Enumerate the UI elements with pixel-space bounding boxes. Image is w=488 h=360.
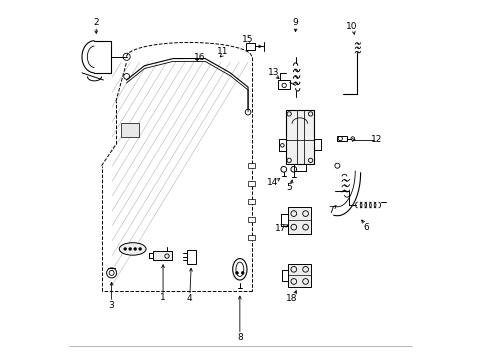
Text: 6: 6 (362, 222, 368, 231)
Text: 10: 10 (345, 22, 357, 31)
Text: 7: 7 (328, 206, 333, 215)
Bar (247, 181, 255, 186)
Bar (287, 207, 311, 234)
Bar (187, 249, 196, 264)
Bar (246, 43, 255, 50)
Bar (278, 80, 289, 89)
Circle shape (139, 248, 142, 250)
Text: 9: 9 (292, 18, 298, 27)
Circle shape (244, 109, 250, 115)
Bar (337, 136, 346, 141)
Bar (285, 111, 313, 164)
Bar (247, 217, 255, 222)
Bar (287, 264, 311, 287)
Text: 13: 13 (267, 68, 279, 77)
Text: 2: 2 (93, 18, 99, 27)
Circle shape (123, 73, 129, 79)
Text: 18: 18 (285, 294, 297, 303)
Circle shape (128, 248, 131, 250)
Text: 8: 8 (237, 333, 242, 342)
Circle shape (235, 271, 238, 274)
Text: 4: 4 (186, 294, 192, 303)
Text: 3: 3 (108, 301, 114, 310)
Circle shape (241, 271, 244, 274)
Text: 11: 11 (217, 47, 228, 56)
Bar (247, 199, 255, 204)
Text: 16: 16 (194, 53, 205, 62)
Text: 15: 15 (242, 35, 253, 44)
Text: 5: 5 (285, 183, 291, 192)
Bar (121, 123, 139, 137)
Text: 1: 1 (160, 293, 165, 302)
Text: 12: 12 (370, 135, 382, 144)
Text: 14: 14 (267, 178, 278, 187)
Ellipse shape (119, 243, 146, 255)
Bar (247, 163, 255, 168)
Circle shape (123, 248, 126, 250)
Circle shape (134, 248, 136, 250)
Bar (247, 235, 255, 240)
Text: 17: 17 (275, 224, 286, 233)
Bar (152, 251, 172, 260)
